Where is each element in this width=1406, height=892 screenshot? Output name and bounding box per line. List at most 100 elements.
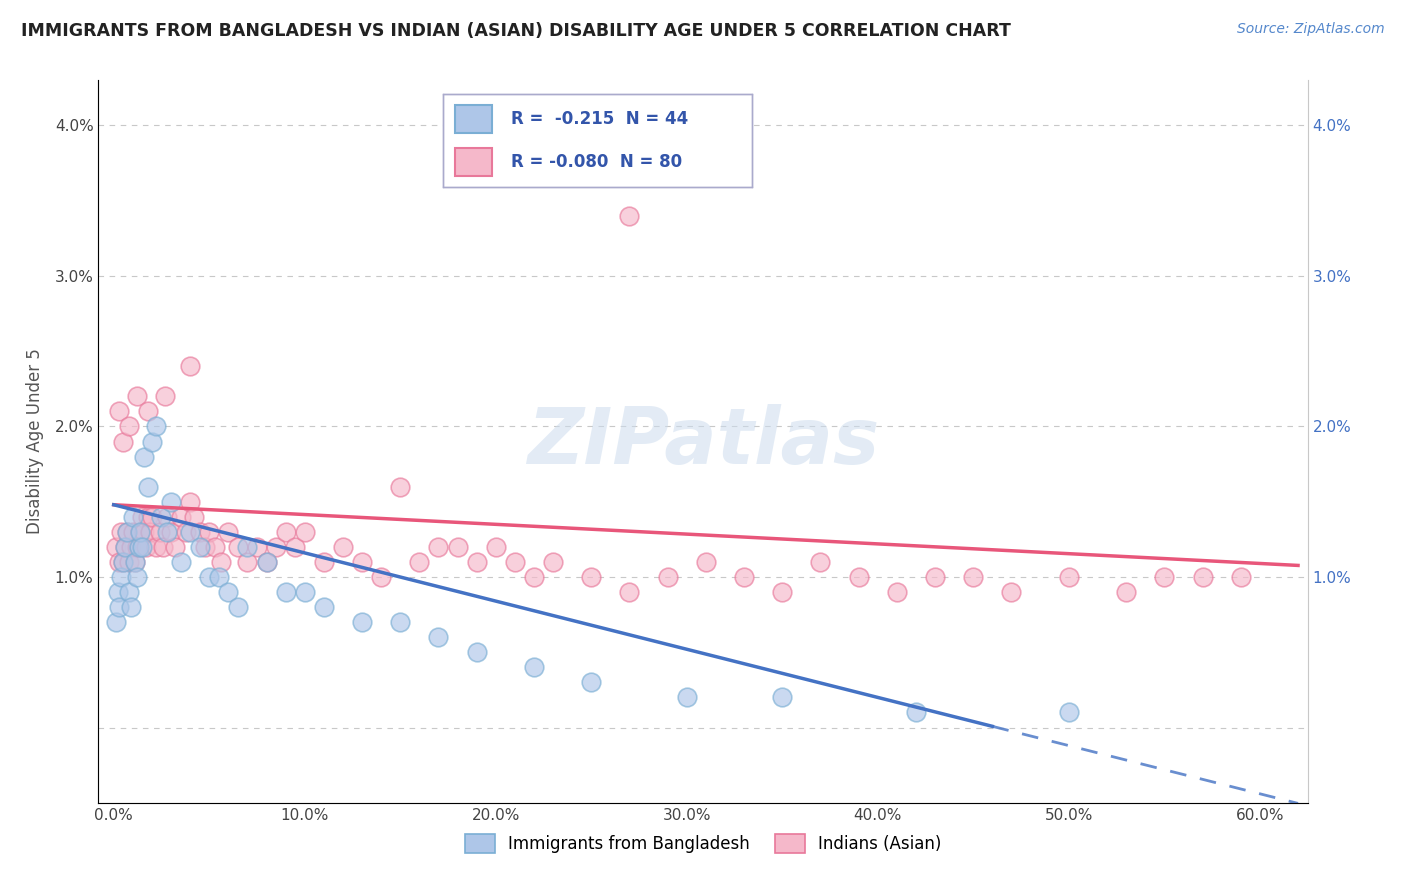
Point [485, 540, 508, 554]
Point [256, 555, 278, 569]
Point [208, 570, 231, 584]
Point [1115, 585, 1137, 599]
Point [120, 600, 142, 615]
Point [118, 585, 141, 599]
Point [1057, 706, 1080, 720]
Point [217, 524, 239, 539]
Point [141, 509, 163, 524]
Point [284, 540, 307, 554]
Point [104, 615, 127, 630]
Point [169, 555, 191, 569]
Point [427, 540, 450, 554]
Point [179, 359, 201, 374]
Point [145, 540, 167, 554]
Point [112, 555, 135, 569]
Point [134, 450, 156, 464]
Point [156, 524, 179, 539]
Point [332, 540, 354, 554]
Point [1191, 570, 1213, 584]
Point [770, 690, 793, 705]
Point [174, 524, 197, 539]
Point [160, 494, 183, 508]
Point [695, 555, 717, 569]
Point [112, 434, 135, 449]
Point [226, 540, 249, 554]
Point [128, 540, 150, 554]
Text: R = -0.080  N = 80: R = -0.080 N = 80 [510, 153, 682, 171]
Point [108, 555, 131, 569]
Point [150, 509, 173, 524]
Point [136, 509, 159, 524]
Point [104, 540, 127, 554]
Point [264, 540, 287, 554]
Point [148, 524, 170, 539]
Point [163, 540, 186, 554]
Point [523, 570, 546, 584]
Point [848, 570, 870, 584]
Point [209, 555, 232, 569]
Point [465, 555, 488, 569]
Point [114, 540, 136, 554]
Point [179, 524, 201, 539]
Point [446, 540, 468, 554]
Point [256, 555, 278, 569]
Point [125, 540, 148, 554]
Point [110, 570, 132, 584]
Point [118, 555, 141, 569]
Point [350, 615, 373, 630]
Point [125, 389, 148, 403]
Point [179, 494, 201, 508]
Point [134, 524, 156, 539]
Point [1000, 585, 1022, 599]
Point [523, 660, 546, 674]
Point [129, 524, 152, 539]
Point [115, 524, 138, 539]
Point [107, 585, 129, 599]
Point [198, 570, 221, 584]
Point [389, 480, 412, 494]
Point [204, 540, 226, 554]
Point [312, 555, 335, 569]
Point [350, 555, 373, 569]
Point [110, 524, 132, 539]
Point [733, 570, 755, 584]
Point [1229, 570, 1251, 584]
Point [118, 419, 141, 434]
Point [124, 555, 146, 569]
Point [108, 404, 131, 418]
Point [115, 524, 138, 539]
Point [389, 615, 412, 630]
Text: Source: ZipAtlas.com: Source: ZipAtlas.com [1237, 22, 1385, 37]
Y-axis label: Disability Age Under 5: Disability Age Under 5 [25, 349, 44, 534]
Point [962, 570, 984, 584]
Point [152, 540, 174, 554]
Point [294, 585, 316, 599]
Point [236, 540, 259, 554]
Point [226, 600, 249, 615]
Point [121, 509, 143, 524]
Point [541, 555, 564, 569]
Point [465, 645, 488, 659]
Point [145, 419, 167, 434]
Point [904, 706, 927, 720]
Point [125, 570, 148, 584]
Point [155, 389, 177, 403]
Point [124, 555, 146, 569]
Point [619, 585, 641, 599]
Point [188, 540, 211, 554]
Point [581, 570, 603, 584]
Point [581, 675, 603, 690]
Point [1057, 570, 1080, 584]
Point [312, 600, 335, 615]
Point [131, 540, 153, 554]
Point [246, 540, 269, 554]
Point [188, 524, 211, 539]
Point [128, 540, 150, 554]
Point [121, 524, 143, 539]
Point [135, 540, 157, 554]
Point [129, 524, 152, 539]
Point [217, 585, 239, 599]
Point [139, 524, 162, 539]
Point [141, 434, 163, 449]
Point [194, 540, 217, 554]
